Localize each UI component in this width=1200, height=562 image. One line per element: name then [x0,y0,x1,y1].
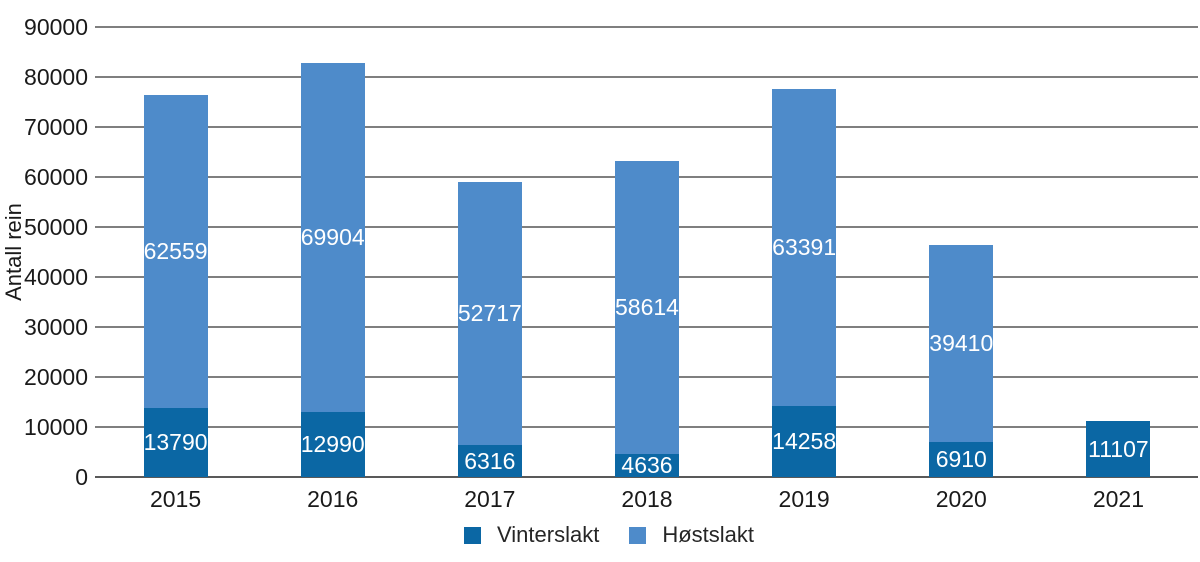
x-tick-label-2015: 2015 [149,486,202,512]
y-tick-label-70000: 70000 [24,114,88,140]
value-label-vinterslakt-2018: 4636 [621,451,673,478]
x-tick-label-2018: 2018 [621,486,673,512]
legend-item-vinterslakt: Vinterslakt [464,522,599,548]
legend-swatch-hostslakt-icon [629,526,647,544]
y-tick-label-50000: 50000 [24,214,88,240]
value-label-vinterslakt-2020: 6910 [935,446,987,473]
bar-segment-vinterslakt-2015: 13790 [143,408,208,477]
x-tick-label-2019: 2019 [778,486,830,512]
value-label-høstslakt-2017: 52717 [457,300,522,327]
y-tick-label-0: 0 [75,464,88,490]
bar-segment-vinterslakt-2021: 11107 [1086,421,1151,477]
value-label-høstslakt-2020: 39410 [929,330,994,357]
legend: Vinterslakt Høstslakt [0,522,1200,548]
bar-segment-vinterslakt-2019: 14258 [772,405,837,477]
bar-segment-høstslakt-2015: 62559 [143,95,208,409]
bar-segment-høstslakt-2017: 52717 [457,181,522,446]
y-tick-label-20000: 20000 [24,364,88,390]
x-tick-label-2016: 2016 [307,486,359,512]
legend-label-vinterslakt: Vinterslakt [497,522,600,547]
gridline-70000 [95,126,1198,128]
legend-swatch-vinterslakt-icon [464,526,481,544]
value-label-vinterslakt-2015: 13790 [143,429,208,456]
x-tick-label-2017: 2017 [464,486,516,512]
y-tick-label-90000: 90000 [24,14,88,40]
legend-item-hostslakt: Høstslakt [629,522,754,548]
value-label-vinterslakt-2016: 12990 [300,431,365,458]
y-tick-label-30000: 30000 [24,314,88,340]
y-tick-label-60000: 60000 [24,164,88,190]
bar-segment-høstslakt-2019: 63391 [772,88,837,406]
legend-label-hostslakt: Høstslakt [662,522,754,547]
bar-segment-høstslakt-2020: 39410 [929,245,994,443]
value-label-vinterslakt-2017: 6316 [464,447,516,474]
bar-segment-høstslakt-2018: 58614 [615,160,679,454]
value-label-høstslakt-2018: 58614 [615,293,679,320]
bar-segment-høstslakt-2016: 69904 [300,62,365,413]
value-label-vinterslakt-2019: 14258 [772,427,837,454]
bar-segment-vinterslakt-2020: 6910 [929,442,994,477]
value-label-høstslakt-2016: 69904 [300,223,365,250]
value-label-høstslakt-2015: 62559 [143,238,208,265]
y-tick-label-10000: 10000 [24,414,88,440]
bar-segment-vinterslakt-2018: 4636 [615,451,679,478]
x-tick-label-2020: 2020 [935,486,987,512]
x-axis-line [95,476,1198,478]
value-label-høstslakt-2019: 63391 [772,233,837,260]
bar-segment-vinterslakt-2017: 6316 [457,445,522,477]
gridline-90000 [95,26,1198,28]
bar-segment-vinterslakt-2016: 12990 [300,412,365,477]
y-tick-label-80000: 80000 [24,64,88,90]
y-tick-label-40000: 40000 [24,264,88,290]
x-tick-label-2021: 2021 [1092,486,1144,512]
value-label-vinterslakt-2021: 11107 [1088,435,1149,462]
gridline-80000 [95,76,1198,78]
